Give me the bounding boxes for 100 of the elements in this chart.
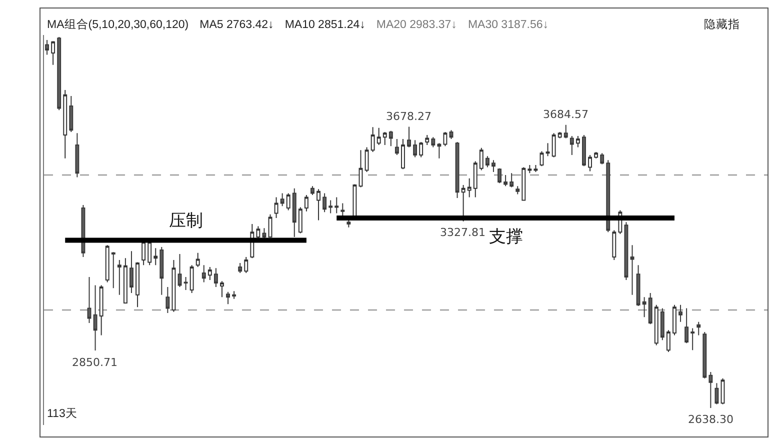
candlestick (708, 372, 713, 408)
candlestick (256, 226, 260, 240)
candlestick (504, 174, 508, 187)
candlestick (81, 204, 86, 258)
candlestick (394, 138, 399, 156)
candlestick (262, 228, 266, 239)
candlestick (594, 152, 598, 159)
candlestick (648, 292, 652, 325)
candlestick (485, 156, 490, 168)
candlestick (226, 291, 230, 305)
candlestick (334, 196, 339, 214)
candlestick (570, 136, 574, 156)
candlestick (606, 160, 610, 233)
text: 2850.71 (72, 356, 118, 369)
text: 2638.30 (688, 413, 734, 426)
candlestick (292, 188, 296, 238)
candlestick (208, 266, 212, 281)
candlestick (455, 141, 460, 199)
candlestick (196, 252, 200, 268)
candlestick (660, 308, 664, 341)
candlestick (376, 127, 381, 146)
candlestick (111, 252, 116, 289)
candlestick (678, 304, 682, 322)
candlestick (232, 290, 236, 300)
candlestick (612, 230, 616, 260)
candlestick (690, 328, 695, 351)
candlestick (443, 131, 448, 147)
candlestick (576, 136, 580, 148)
candlestick (63, 90, 68, 159)
candlestick (166, 286, 170, 314)
candlestick (316, 188, 320, 221)
text: 3327.81 (440, 226, 486, 239)
candlestick (702, 331, 707, 379)
candlestick (624, 222, 628, 281)
candlestick (582, 134, 586, 167)
text: 3684.57 (543, 108, 588, 121)
candlestick (69, 95, 74, 132)
candlestick (105, 244, 110, 283)
text: MA组合(5,10,20,30,60,120) (47, 19, 189, 31)
candlestick (666, 330, 670, 352)
candlestick (588, 154, 592, 172)
candlestick (382, 131, 387, 146)
candlestick (220, 280, 224, 298)
candlestick (370, 126, 375, 153)
text: MA20 2983.37↓ (376, 19, 457, 31)
candlestick (419, 141, 424, 158)
candlestick (696, 321, 701, 336)
candlestick (286, 192, 290, 211)
candlestick (136, 262, 140, 308)
candlestick (298, 206, 302, 234)
candlestick (358, 150, 363, 188)
candlestick (184, 276, 188, 291)
candlestick (552, 132, 556, 158)
candlestick (274, 196, 278, 219)
candlestick (154, 248, 158, 266)
candlestick (473, 160, 478, 198)
candlestick (498, 168, 502, 184)
candlestick (328, 200, 333, 214)
text: MA30 3187.56↓ (468, 19, 548, 31)
candlestick (214, 268, 218, 288)
candlestick (160, 246, 164, 296)
candlestick (346, 218, 351, 228)
candlestick (630, 244, 634, 296)
series-label: 压制 (169, 211, 203, 231)
candlestick (130, 250, 134, 294)
candlestick (413, 140, 418, 158)
text: 隐藏指 (704, 18, 740, 32)
candlestick (99, 284, 104, 336)
candlestick (117, 259, 122, 296)
candlestick (672, 304, 676, 336)
candlestick (534, 164, 538, 173)
candlestick (684, 308, 689, 344)
text: 3678.27 (386, 110, 432, 123)
candlestick (461, 184, 466, 222)
candlestick (388, 130, 393, 147)
candlestick (558, 131, 562, 139)
candlestick (87, 276, 92, 324)
candlestick (190, 264, 194, 294)
candlestick (75, 132, 80, 178)
candlestick (467, 178, 472, 198)
candlestick (172, 259, 176, 312)
candlestick (642, 296, 646, 318)
candlestick (244, 256, 248, 274)
candlestick (510, 172, 514, 188)
candlestick (425, 134, 430, 146)
candlestick (437, 142, 442, 159)
text: MA10 2851.24↓ (284, 19, 366, 31)
candlestick (364, 146, 369, 173)
candlestick (714, 382, 719, 405)
candlestick (600, 152, 604, 165)
candlestick (123, 258, 128, 304)
candlestick (546, 142, 550, 157)
candlestick (407, 126, 411, 148)
candlestick (310, 186, 314, 196)
text: MA5 2763.42↓ (200, 19, 274, 31)
candlestick (202, 264, 206, 283)
candlestick (479, 147, 484, 171)
candlestick (51, 40, 56, 66)
candlestick (322, 192, 327, 213)
candlestick (449, 130, 454, 140)
